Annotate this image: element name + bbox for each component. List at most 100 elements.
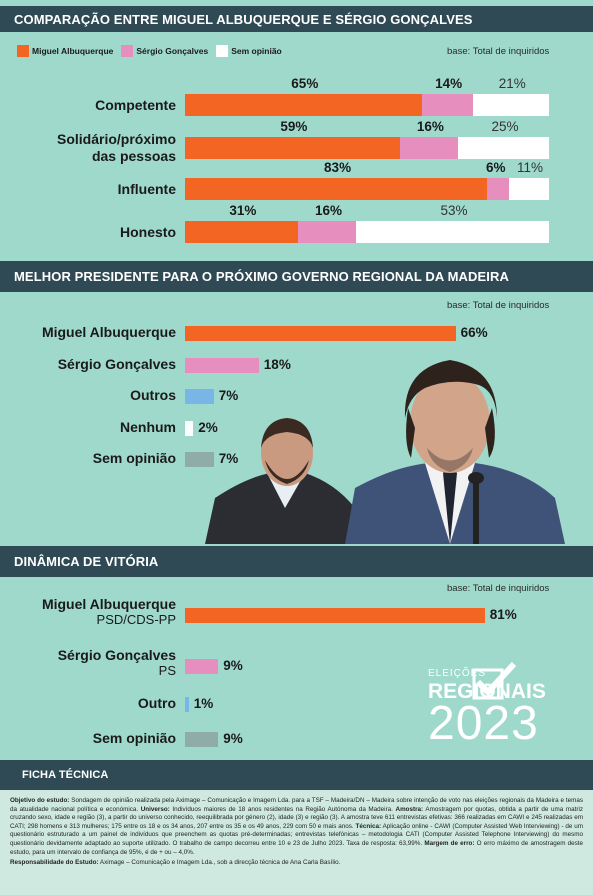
ficha-universe-label: Universo: — [140, 805, 170, 813]
bar-segment-albuquerque — [185, 94, 422, 116]
data-label: 18% — [263, 357, 291, 372]
legend: Miguel Albuquerque Sérgio Gonçalves Sem … — [17, 45, 290, 57]
candidates-photo — [205, 360, 565, 544]
ficha-title: FICHA TÉCNICA — [22, 769, 109, 781]
bar-segment-albuquerque — [185, 221, 298, 243]
section-1-header: COMPARAÇÃO ENTRE MIGUEL ALBUQUERQUE E SÉ… — [0, 6, 593, 32]
section-3-title: DINÂMICA DE VITÓRIA — [14, 554, 159, 569]
data-label-goncalves: 14% — [435, 76, 463, 91]
category-label: Sem opinião — [92, 730, 176, 746]
data-label: 7% — [218, 388, 239, 403]
category-label: Influente — [118, 181, 176, 198]
data-label: 7% — [218, 451, 239, 466]
category-label: Sem opinião — [92, 450, 176, 466]
legend-swatch-albuquerque — [17, 45, 29, 57]
bar — [185, 389, 214, 404]
legend-swatch-sem-opiniao — [216, 45, 229, 57]
ficha-error-text: O erro máximo de amostragem deste estudo… — [10, 839, 584, 856]
data-label-sem-opiniao: 21% — [498, 76, 526, 91]
ficha-universe-text: Indivíduos maiores de 18 anos residentes… — [172, 805, 393, 813]
ficha-error-label: Margem de erro: — [424, 839, 475, 847]
category-label: Competente — [95, 97, 176, 114]
ficha-paragraph-resp: Responsabilidade do Estudo: Aximage – Co… — [10, 859, 583, 868]
section-1-title: COMPARAÇÃO ENTRE MIGUEL ALBUQUERQUE E SÉ… — [14, 11, 473, 27]
bar-segment-goncalves — [297, 221, 357, 243]
logo-small-text: ELEIÇÕES — [428, 668, 487, 679]
section-2-header: MELHOR PRESIDENTE PARA O PRÓXIMO GOVERNO… — [0, 261, 593, 292]
category-label-line: Influente — [117, 180, 176, 197]
category-label-line: das pessoas — [91, 148, 176, 164]
section-2-title: MELHOR PRESIDENTE PARA O PRÓXIMO GOVERNO… — [14, 269, 509, 284]
legend-label-albuquerque: Miguel Albuquerque — [32, 46, 114, 56]
data-label: 1% — [193, 696, 214, 711]
ficha-technique-label: Técnica: — [355, 822, 382, 830]
bar — [185, 732, 219, 747]
category-sublabel: PSD/CDS-PP — [96, 612, 176, 627]
bar-segment-sem-opiniao — [458, 137, 549, 159]
data-label: 66% — [460, 325, 488, 340]
category-label: Sérgio Gonçalves — [57, 356, 176, 372]
bar — [185, 608, 485, 623]
bar — [185, 697, 189, 712]
bar — [185, 358, 259, 373]
data-label-albuquerque: 59% — [280, 119, 308, 134]
section-2-base-note: base: Total de inquiridos — [447, 300, 550, 311]
bar — [185, 421, 194, 436]
category-label-line: Honesto — [120, 223, 176, 240]
data-label-goncalves: 16% — [314, 203, 342, 218]
goncalves-figure — [205, 418, 365, 544]
category-label-line: Solidário/próximo — [56, 131, 176, 147]
category-label-line: Competente — [95, 96, 176, 113]
data-label-goncalves: 6% — [486, 160, 506, 175]
bar-segment-sem-opiniao — [356, 221, 549, 243]
data-label: 9% — [223, 731, 243, 746]
data-label-sem-opiniao: 53% — [440, 203, 468, 218]
ficha-sample-label: Amostra: — [395, 805, 424, 813]
category-label: Miguel Albuquerque — [41, 324, 176, 340]
category-label: Outros — [130, 387, 176, 403]
logo-year: 2023 — [428, 697, 539, 750]
section-1-base-note: base: Total de inquiridos — [447, 46, 550, 57]
legend-label-sem-opiniao: Sem opinião — [231, 46, 282, 56]
category-label: Solidário/próximo das pessoas — [57, 131, 176, 165]
legend-swatch-goncalves — [121, 45, 134, 57]
ficha-tecnica-text: Objetivo do estudo: Sondagem de opinião … — [0, 790, 593, 895]
data-label-sem-opiniao: 25% — [491, 119, 519, 134]
checkmark-icon — [472, 661, 517, 700]
category-label: Miguel Albuquerque — [41, 596, 176, 612]
ficha-header: FICHA TÉCNICA — [0, 760, 593, 790]
bar — [185, 659, 219, 674]
bar-segment-goncalves — [487, 178, 509, 200]
bar-segment-sem-opiniao — [472, 94, 549, 116]
legend-label-goncalves: Sérgio Gonçalves — [136, 46, 209, 56]
bar-segment-goncalves — [421, 94, 473, 116]
category-label: Outro — [137, 695, 176, 711]
category-label: Honesto — [120, 224, 176, 241]
section-3-header: DINÂMICA DE VITÓRIA — [0, 546, 593, 577]
data-label-goncalves: 16% — [416, 119, 444, 134]
ficha-paragraph-main: Objetivo do estudo: Sondagem de opinião … — [10, 797, 583, 857]
ficha-resp-text: Aximage – Comunicação e Imagem Lda., sob… — [99, 859, 341, 867]
bar-segment-albuquerque — [185, 178, 488, 200]
data-label: 2% — [198, 420, 218, 435]
data-label: 81% — [489, 607, 517, 622]
data-label: 9% — [223, 658, 243, 673]
data-label-sem-opiniao: 11% — [516, 160, 543, 175]
ficha-objective-text: Sondagem de opinião realizada pela Axima… — [10, 797, 583, 813]
ficha-objective-label: Objetivo do estudo: — [10, 797, 70, 804]
bar — [185, 326, 456, 341]
elections-2023-logo: ELEIÇÕES REGIONAIS 2023 — [428, 660, 563, 750]
category-sublabel: PS — [158, 663, 176, 678]
ficha-technique-text: Aplicação online - CAWI (Computer Assist… — [10, 822, 583, 847]
section-3-base-note: base: Total de inquiridos — [447, 583, 550, 594]
albuquerque-figure — [345, 360, 565, 544]
bar — [185, 452, 214, 467]
data-label-albuquerque: 31% — [229, 203, 257, 218]
data-label-albuquerque: 83% — [324, 160, 352, 175]
category-label: Sérgio Gonçalves — [57, 647, 176, 663]
data-label-albuquerque: 65% — [291, 76, 319, 91]
bar-segment-sem-opiniao — [508, 178, 549, 200]
ficha-sample-text: Amostragem por quotas, obtida a partir d… — [10, 805, 583, 830]
category-label: Nenhum — [120, 419, 176, 435]
ficha-resp-label: Responsabilidade do Estudo: — [10, 859, 99, 867]
